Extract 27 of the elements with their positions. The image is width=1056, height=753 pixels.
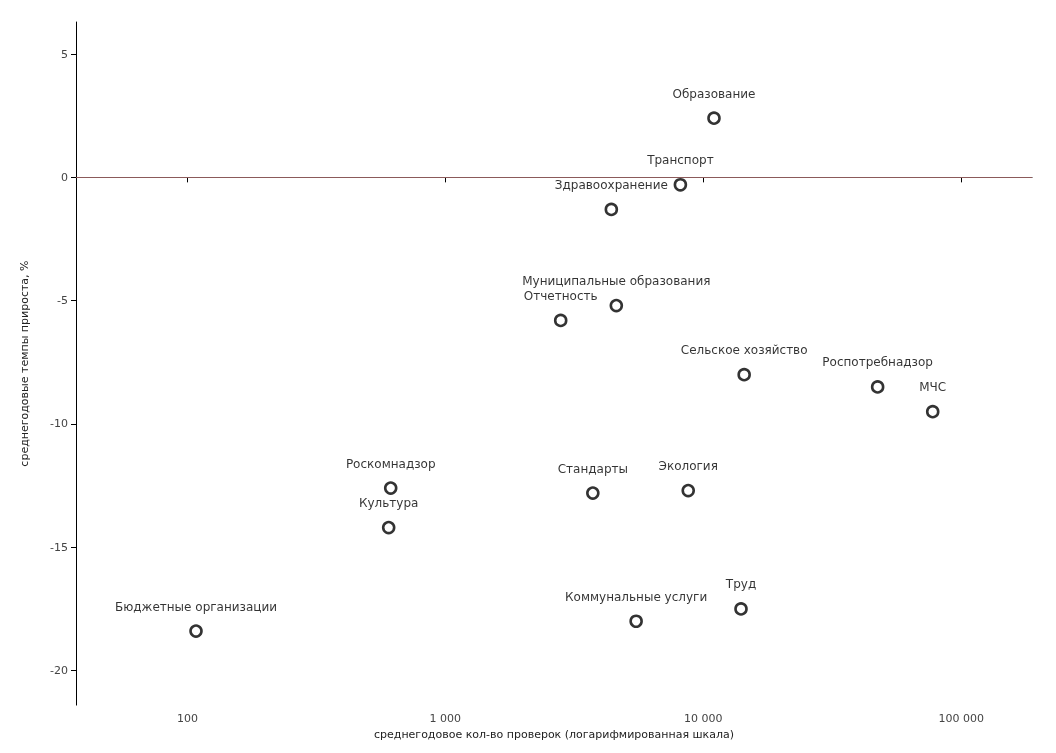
annotation: Стандарты — [557, 461, 628, 476]
y-tick-label: 0 — [61, 170, 68, 184]
annotation: Здравоохранение — [554, 177, 668, 192]
y-tick-label: -15 — [50, 540, 68, 554]
annotation: Муниципальные образования — [522, 274, 711, 289]
annotation: Культура — [358, 496, 419, 511]
y-tick-label: 5 — [61, 47, 68, 61]
y-tick-label: -10 — [50, 417, 68, 431]
annotation: Сельское хозяйство — [680, 343, 808, 358]
annotation: Коммунальные услуги — [565, 589, 708, 604]
x-axis-title: среднегодовое кол-во проверок (логарифмированная шкала) — [373, 728, 735, 741]
annotation: МЧС — [919, 380, 947, 395]
x-tick-label: 100 — [176, 712, 198, 726]
annotation: Роспотребнадзор — [822, 355, 933, 370]
annotation: Отчетность — [523, 288, 598, 303]
annotation: Труд — [724, 577, 757, 592]
annotation: Экология — [658, 459, 718, 474]
annotation: Транспорт — [646, 153, 714, 168]
x-tick-label: 100 000 — [938, 712, 985, 726]
y-tick-label: -5 — [57, 294, 68, 308]
x-tick-label: 1 000 — [429, 712, 462, 726]
annotation: Бюджетные организации — [114, 599, 278, 614]
x-tick-label: 10 000 — [684, 712, 723, 726]
annotation: Роскомнадзор — [345, 456, 436, 471]
annotation: Образование — [672, 86, 756, 101]
y-axis-title: среднегодовые темпы прироста, % — [18, 260, 31, 467]
y-tick-label: -20 — [50, 664, 68, 678]
